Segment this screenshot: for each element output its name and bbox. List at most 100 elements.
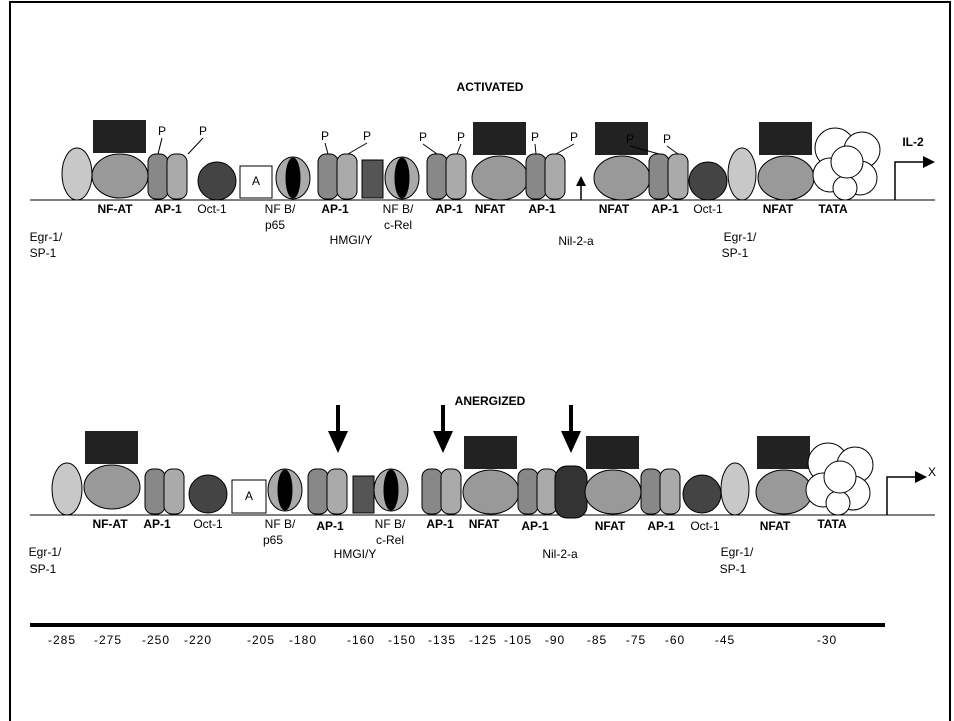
label: -105 <box>504 633 532 647</box>
ap1-subunit <box>317 153 339 200</box>
label: P <box>158 124 166 138</box>
label: Egr-1/ <box>29 545 62 559</box>
nil-arrow-head <box>576 176 586 186</box>
label: -30 <box>817 633 837 647</box>
ap1-subunit <box>147 153 169 200</box>
ap1-subunit <box>525 153 547 200</box>
label: AP-1 <box>521 519 549 533</box>
label: SP-1 <box>30 562 57 576</box>
label: -125 <box>469 633 497 647</box>
label: NFAT <box>475 202 506 216</box>
nfkb-core <box>277 469 293 511</box>
ap1-subunit <box>536 468 558 515</box>
nfat-cap <box>759 122 812 155</box>
label: HMGI/Y <box>330 233 373 247</box>
nfat <box>755 469 813 515</box>
label: p65 <box>265 218 285 232</box>
label: NF B/ <box>265 517 296 531</box>
label: c-Rel <box>376 533 404 547</box>
label: -205 <box>247 633 275 647</box>
label: AP-1 <box>528 202 556 216</box>
ap1-subunit <box>326 468 348 515</box>
label: HMGI/Y <box>334 547 377 561</box>
ap1-subunit <box>440 468 462 515</box>
label: P <box>457 130 465 144</box>
nfat-cap <box>595 122 648 155</box>
label: NFAT <box>595 519 626 533</box>
frame <box>9 1 951 721</box>
ap1-subunit <box>163 468 185 515</box>
ap1-subunit <box>144 468 166 515</box>
ap1-subunit <box>307 468 329 515</box>
label: X <box>928 465 936 479</box>
label: IL-2 <box>902 135 924 149</box>
label: P <box>626 132 634 146</box>
tata-complex <box>825 490 851 516</box>
label: -150 <box>388 633 416 647</box>
box-a <box>239 165 273 199</box>
label: -135 <box>428 633 456 647</box>
oct1 <box>188 474 228 514</box>
label: -275 <box>94 633 122 647</box>
label: NF-AT <box>92 517 128 531</box>
label: Oct-1 <box>693 202 723 216</box>
label: Egr-1/ <box>30 230 63 244</box>
ap1-subunit <box>648 153 670 200</box>
phospho-link <box>422 143 438 155</box>
ap1-subunit <box>667 153 689 200</box>
label: NF-AT <box>97 202 133 216</box>
label: NFAT <box>469 517 500 531</box>
box-a <box>231 479 267 514</box>
hmgi <box>352 475 375 514</box>
label: NF B/ <box>265 202 296 216</box>
phospho-link <box>555 143 575 155</box>
tata-complex <box>832 175 858 201</box>
block-arrow-head <box>433 431 453 453</box>
nfat-cap <box>473 122 526 155</box>
label: P <box>419 130 427 144</box>
nfkb-core <box>285 157 301 199</box>
label: -75 <box>626 633 646 647</box>
nfat <box>593 155 651 201</box>
label: AP-1 <box>143 517 171 531</box>
phospho-link <box>456 143 462 155</box>
tata-complex <box>830 145 864 179</box>
nfat <box>83 464 141 510</box>
ap1-subunit <box>544 153 566 200</box>
phospho-link <box>666 145 679 155</box>
label: Oct-1 <box>690 519 720 533</box>
label: -60 <box>665 633 685 647</box>
label: -220 <box>184 633 212 647</box>
label: -90 <box>545 633 565 647</box>
nfkb-core <box>383 469 399 511</box>
egr <box>727 147 757 201</box>
label: P <box>663 132 671 146</box>
phospho-link <box>187 137 204 155</box>
ap1-subunit <box>659 468 681 515</box>
label: SP-1 <box>30 246 57 260</box>
phospho-link <box>324 142 329 155</box>
nfat-cap <box>464 436 517 469</box>
nil2a <box>554 465 588 519</box>
label: Oct-1 <box>193 517 223 531</box>
egr <box>720 462 750 516</box>
nfkb-core <box>394 157 410 199</box>
nfat <box>471 155 529 201</box>
label: P <box>531 130 539 144</box>
label: -85 <box>587 633 607 647</box>
ap1-subunit <box>421 468 443 515</box>
ap1-subunit <box>640 468 662 515</box>
label: Oct-1 <box>197 202 227 216</box>
gene-start-head <box>915 471 927 483</box>
label: NFAT <box>760 519 791 533</box>
label: SP-1 <box>722 246 749 260</box>
label: A <box>245 489 253 503</box>
label: -160 <box>347 633 375 647</box>
oct1 <box>197 161 237 201</box>
label: P <box>199 124 207 138</box>
label: c-Rel <box>384 218 412 232</box>
nfat-cap <box>85 431 138 464</box>
label: P <box>570 130 578 144</box>
gene-start <box>886 476 917 515</box>
